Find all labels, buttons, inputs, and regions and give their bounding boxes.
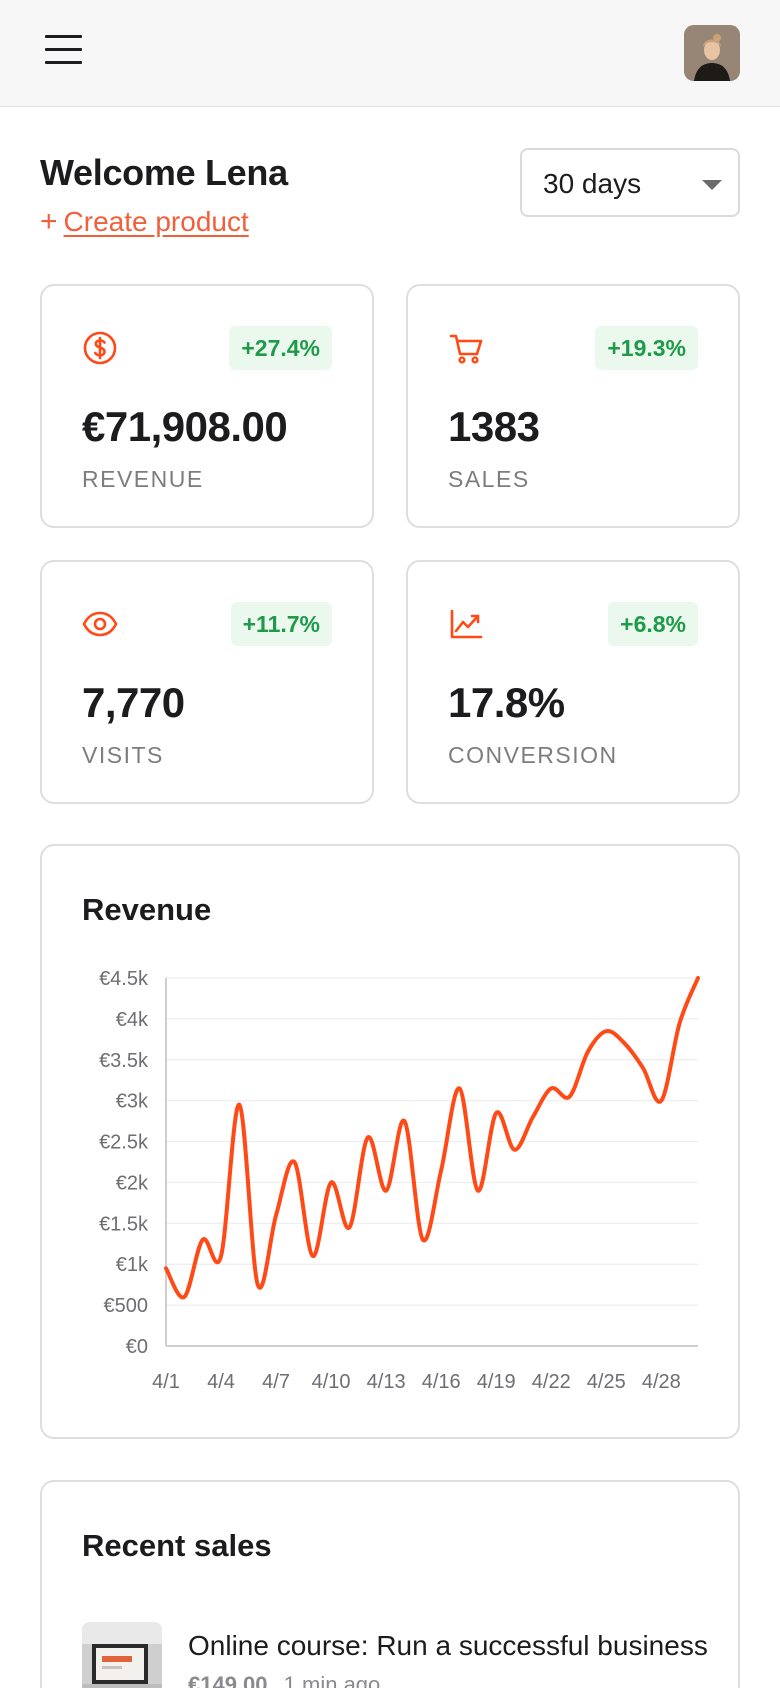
- date-range-value: 30 days: [543, 168, 642, 199]
- x-tick-label: 4/1: [152, 1371, 180, 1393]
- dollar-circle-icon: [83, 331, 117, 365]
- avatar[interactable]: [684, 25, 740, 81]
- stat-card-sales: +19.3% 1383 SALES: [406, 284, 740, 528]
- date-range-select[interactable]: 30 days: [520, 148, 740, 217]
- recent-sales-title: Recent sales: [82, 1528, 272, 1563]
- y-tick-label: €0: [126, 1336, 148, 1358]
- y-tick-label: €1.5k: [99, 1213, 149, 1235]
- stat-label: SALES: [448, 466, 530, 492]
- revenue-chart-card: Revenue €0 €500 €1k €1.5k €2k €2.5k €3k €3.5k €4…: [40, 844, 740, 1439]
- stat-label: CONVERSION: [448, 742, 618, 768]
- change-badge: +6.8%: [608, 602, 698, 646]
- product-thumbnail-image: [82, 1622, 162, 1688]
- x-tick-label: 4/13: [367, 1371, 406, 1393]
- hamburger-menu-icon[interactable]: [40, 30, 88, 70]
- stat-label: VISITS: [82, 742, 164, 768]
- x-tick-label: 4/7: [262, 1371, 290, 1393]
- x-tick-label: 4/4: [207, 1371, 235, 1393]
- stat-value: 1383: [448, 403, 540, 450]
- create-product-link[interactable]: + Create product: [40, 205, 249, 239]
- revenue-chart: €0 €500 €1k €1.5k €2k €2.5k €3k €3.5k €4k €4.5k 4/…: [99, 968, 700, 1393]
- welcome-title: Welcome Lena: [40, 152, 288, 193]
- sale-product-name: Online course: Run a successful business: [188, 1630, 708, 1661]
- stat-card-revenue: +27.4% €71,908.00 REVENUE: [40, 284, 374, 528]
- cart-icon: [449, 334, 483, 364]
- sale-meta: €149.00 1 min ago: [188, 1672, 380, 1688]
- stat-card-visits: +11.7% 7,770 VISITS: [40, 560, 374, 804]
- y-tick-label: €4k: [116, 1009, 149, 1031]
- y-tick-label: €1k: [116, 1254, 149, 1276]
- sale-price: €149.00: [188, 1672, 268, 1688]
- x-tick-label: 4/22: [532, 1371, 571, 1393]
- chevron-down-icon: [702, 180, 722, 190]
- x-tick-label: 4/28: [642, 1371, 681, 1393]
- change-badge: +27.4%: [229, 326, 332, 370]
- change-badge: +19.3%: [595, 326, 698, 370]
- revenue-series-line: [164, 976, 700, 1300]
- stat-value: 17.8%: [448, 679, 565, 726]
- y-tick-label: €3.5k: [99, 1050, 149, 1072]
- y-tick-label: €2k: [116, 1172, 149, 1194]
- create-product-label: Create product: [63, 206, 249, 237]
- avatar-photo: [684, 25, 740, 81]
- x-tick-label: 4/25: [587, 1371, 626, 1393]
- top-bar: [0, 0, 780, 107]
- stat-value: €71,908.00: [82, 403, 288, 450]
- eye-icon: [82, 611, 118, 637]
- product-thumbnail: [82, 1622, 162, 1688]
- stat-label: REVENUE: [82, 466, 204, 492]
- stat-value: 7,770: [82, 679, 185, 726]
- chart-title: Revenue: [82, 892, 212, 927]
- y-tick-label: €3k: [116, 1091, 149, 1113]
- x-tick-label: 4/10: [312, 1371, 351, 1393]
- y-tick-label: €4.5k: [99, 968, 149, 990]
- trending-up-icon: [450, 609, 483, 639]
- sale-time: 1 min ago: [283, 1672, 381, 1688]
- y-tick-label: €2.5k: [99, 1132, 149, 1154]
- x-tick-label: 4/16: [422, 1371, 461, 1393]
- sale-list-item[interactable]: Online course: Run a successful business…: [82, 1622, 708, 1688]
- x-tick-label: 4/19: [477, 1371, 516, 1393]
- change-badge: +11.7%: [230, 602, 332, 646]
- y-tick-label: €500: [104, 1295, 149, 1317]
- plus-icon: +: [40, 205, 58, 238]
- recent-sales-card: Recent sales Online course: Run a succes…: [40, 1480, 740, 1688]
- stat-card-conversion: +6.8% 17.8% CONVERSION: [406, 560, 740, 804]
